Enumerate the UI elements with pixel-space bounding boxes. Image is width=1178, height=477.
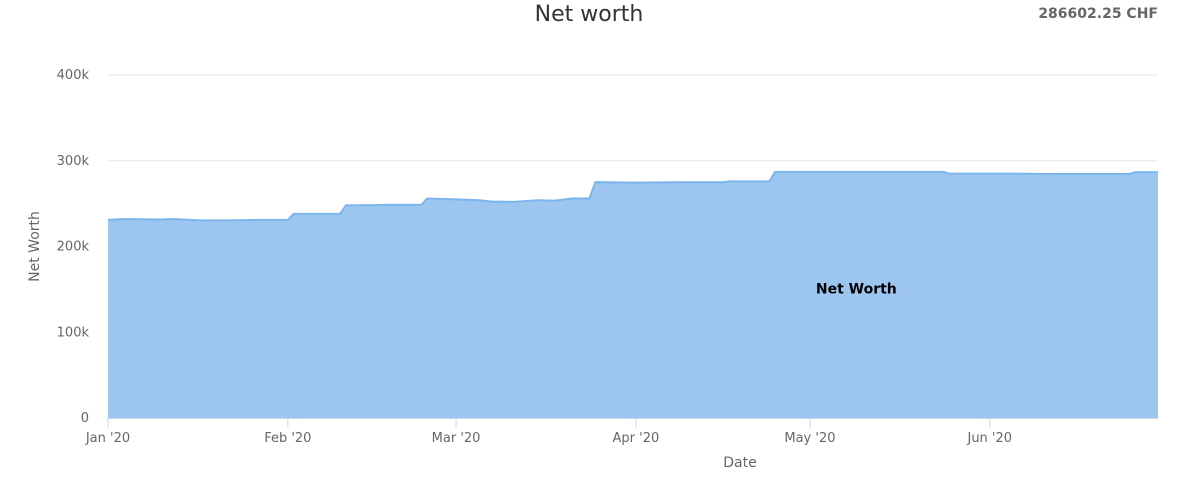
chart-title: Net worth xyxy=(534,2,644,27)
series-area-fill[interactable] xyxy=(108,171,1158,418)
x-axis-title: Date xyxy=(723,455,756,471)
axes xyxy=(107,418,1158,428)
y-tick-label: 100k xyxy=(57,325,90,340)
total-net-worth-value: 286602.25 CHF xyxy=(1038,6,1158,22)
x-tick-label: Feb '20 xyxy=(264,431,311,446)
y-tick-label: 0 xyxy=(81,411,89,426)
y-tick-label: 400k xyxy=(57,68,90,83)
series-line[interactable] xyxy=(107,170,1158,222)
series-area[interactable] xyxy=(107,170,1158,418)
series-name-label: Net Worth xyxy=(816,282,897,298)
x-tick-label: Jun '20 xyxy=(966,431,1012,446)
y-tick-label: 300k xyxy=(57,154,90,169)
y-axis-title: Net Worth xyxy=(27,211,43,282)
x-tick-label: May '20 xyxy=(784,431,835,446)
x-tick-label: Apr '20 xyxy=(613,431,660,446)
x-tick-label: Jan '20 xyxy=(85,431,130,446)
y-tick-label: 200k xyxy=(57,240,90,255)
labels: 0 100k 200k 300k 400k Jan '20 Feb '20 Mar '20 Ap… xyxy=(27,68,1012,471)
x-tick-label: Mar '20 xyxy=(432,431,481,446)
